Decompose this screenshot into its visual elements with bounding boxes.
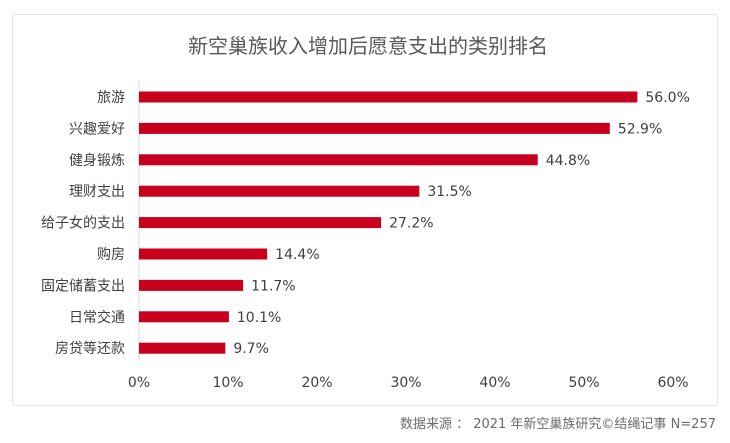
bar-6 bbox=[139, 279, 244, 291]
category-label-2: 健身锻炼 bbox=[69, 153, 125, 169]
x-tick-label-1: 10% bbox=[212, 375, 243, 391]
data-label-2: 44.8% bbox=[546, 153, 590, 169]
bar-3 bbox=[139, 185, 420, 197]
bar-8 bbox=[139, 342, 226, 354]
category-label-0: 旅游 bbox=[97, 90, 125, 106]
x-tick-label-5: 50% bbox=[568, 375, 599, 391]
x-tick-labels-group: 0% 10% 20% 30% 40% 50% 60% bbox=[128, 375, 689, 391]
category-label-7: 日常交通 bbox=[69, 309, 125, 326]
x-tick-label-2: 20% bbox=[301, 375, 332, 391]
data-label-8: 9.7% bbox=[233, 341, 269, 357]
data-label-1: 52.9% bbox=[618, 121, 662, 137]
chart-title: 新空巢族收入增加后愿意支出的类别排名 bbox=[188, 34, 548, 58]
bar-chart: 新空巢族收入增加后愿意支出的类别排名 旅游兴趣爱好健身锻炼理财支出给子女的支出购… bbox=[41, 34, 690, 391]
chart-card: 新空巢族收入增加后愿意支出的类别排名 旅游兴趣爱好健身锻炼理财支出给子女的支出购… bbox=[12, 14, 718, 406]
data-label-3: 31.5% bbox=[427, 184, 471, 200]
x-tick-label-3: 30% bbox=[390, 375, 421, 391]
category-label-6: 固定储蓄支出 bbox=[41, 278, 125, 294]
bar-2 bbox=[139, 154, 538, 166]
x-tick-label-0: 0% bbox=[128, 375, 150, 391]
category-label-1: 兴趣爱好 bbox=[69, 121, 125, 137]
data-label-0: 56.0% bbox=[645, 90, 689, 106]
source-note: 数据来源 ： 2021 年新空巢族研究©结绳记事 N=257 bbox=[399, 417, 716, 432]
data-label-7: 10.1% bbox=[237, 310, 281, 326]
value-labels-group: 56.0% 52.9% 44.8% 31.5% 27.2% 14.4% 11.7% 10.1%… bbox=[233, 90, 690, 357]
bar-4 bbox=[139, 217, 382, 229]
bar-7 bbox=[139, 311, 229, 323]
bar-5 bbox=[139, 248, 268, 260]
bar-1 bbox=[139, 122, 610, 134]
x-tick-label-4: 40% bbox=[479, 375, 510, 391]
category-label-8: 房贷等还款 bbox=[55, 340, 125, 357]
bars-group bbox=[139, 91, 638, 354]
data-label-5: 14.4% bbox=[275, 247, 319, 263]
category-label-4: 给子女的支出 bbox=[41, 215, 125, 232]
x-tick-label-6: 60% bbox=[657, 375, 688, 391]
bar-0 bbox=[139, 91, 638, 103]
category-label-5: 购房 bbox=[97, 247, 125, 263]
data-label-6: 11.7% bbox=[251, 278, 295, 294]
category-label-3: 理财支出 bbox=[69, 184, 125, 200]
data-label-4: 27.2% bbox=[389, 216, 433, 232]
